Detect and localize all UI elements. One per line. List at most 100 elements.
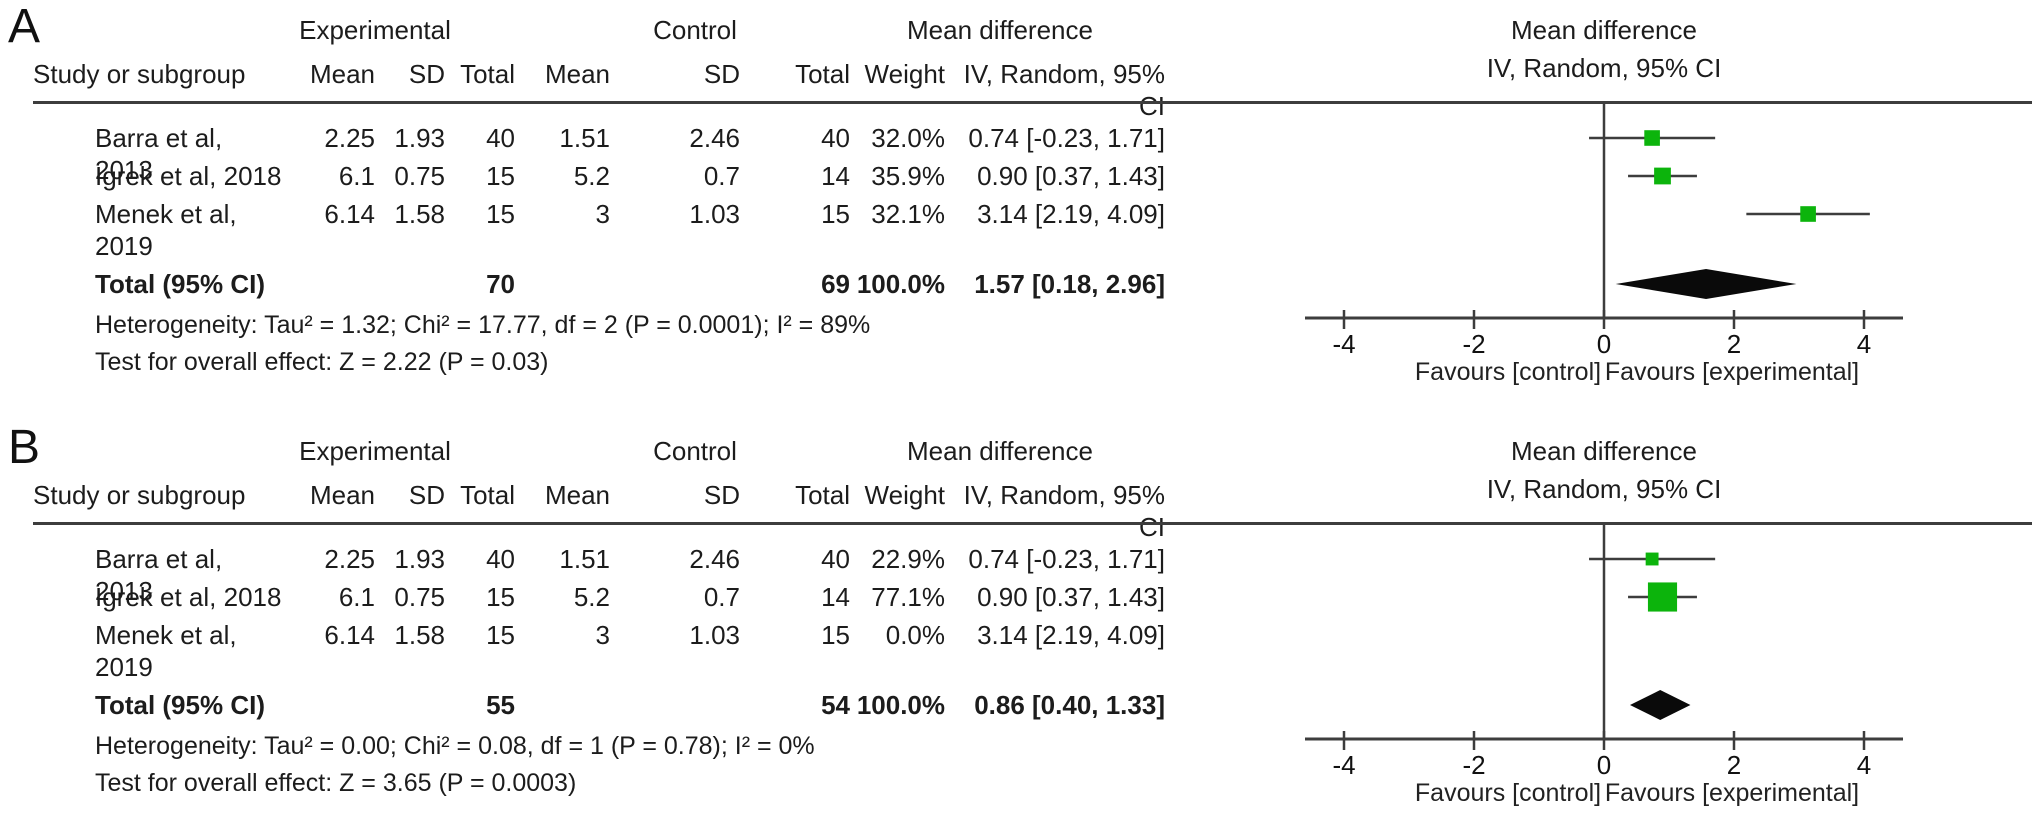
weight: 77.1% bbox=[871, 582, 945, 612]
forest-plot-svg bbox=[1305, 104, 1903, 329]
column-header-row: Mean SD Total Mean SD Total Weight IV, R… bbox=[95, 58, 1165, 121]
exp-sd-header: SD bbox=[408, 59, 445, 89]
column-header-row: Mean SD Total Mean SD Total Weight IV, R… bbox=[95, 479, 1165, 542]
ctrl-total: 15 bbox=[821, 620, 850, 650]
ctrl-mean-header: Mean bbox=[544, 59, 610, 89]
exp-total-header: Total bbox=[460, 480, 515, 510]
study-name: Barra et al, 2013 bbox=[95, 544, 223, 606]
total-diamond bbox=[1615, 269, 1797, 299]
md-ci: 3.14 [2.19, 4.09] bbox=[977, 199, 1165, 229]
control-group-header: Control bbox=[653, 15, 737, 45]
ctrl-total: 40 bbox=[821, 544, 850, 574]
favours-experimental-label: Favours [experimental] bbox=[1604, 358, 1860, 386]
axis-tick-label: -2 bbox=[1462, 750, 1486, 780]
spacer bbox=[95, 479, 285, 511]
exp-sd: 1.93 bbox=[394, 544, 445, 574]
exp-total: 40 bbox=[486, 544, 515, 574]
panel-label: A bbox=[8, 0, 41, 53]
panel-b: B Experimental Control Mean difference S… bbox=[0, 421, 2032, 831]
exp-mean: 6.14 bbox=[324, 199, 375, 229]
md-method-header: IV, Random, 95% CI bbox=[963, 59, 1165, 121]
ctrl-sd-header: SD bbox=[703, 480, 740, 510]
md-ci: 3.14 [2.19, 4.09] bbox=[977, 620, 1165, 650]
exp-total: 15 bbox=[486, 161, 515, 191]
ctrl-sd: 0.7 bbox=[703, 161, 740, 191]
total-ctrl-n: 69 bbox=[821, 269, 850, 299]
exp-mean-header: Mean bbox=[309, 59, 375, 89]
exp-mean: 6.1 bbox=[338, 582, 375, 612]
control-group-header: Control bbox=[653, 436, 737, 466]
total-label: Total (95% CI) bbox=[95, 269, 265, 299]
weight: 32.0% bbox=[871, 123, 945, 153]
weight-header: Weight bbox=[864, 480, 945, 510]
spacer bbox=[375, 268, 445, 300]
weight: 0.0% bbox=[885, 620, 945, 650]
ctrl-total-header: Total bbox=[795, 480, 850, 510]
exp-mean: 2.25 bbox=[324, 544, 375, 574]
spacer bbox=[285, 268, 375, 300]
table-row: Barra et al, 2013 2.25 1.93 40 1.51 2.46… bbox=[95, 122, 1165, 185]
total-weight: 100.0% bbox=[856, 269, 945, 299]
study-name: Igrek et al, 2018 bbox=[95, 582, 282, 612]
total-exp-n: 70 bbox=[486, 269, 515, 299]
study-marker bbox=[1800, 206, 1816, 222]
exp-mean: 2.25 bbox=[324, 123, 375, 153]
axis-tick-label: 4 bbox=[1856, 329, 1872, 359]
md-method-header: IV, Random, 95% CI bbox=[963, 480, 1165, 542]
plot-method: IV, Random, 95% CI bbox=[1486, 53, 1722, 83]
overall-effect-text: Test for overall effect: Z = 2.22 (P = 0… bbox=[95, 348, 549, 376]
ctrl-total: 15 bbox=[821, 199, 850, 229]
exp-total-header: Total bbox=[460, 59, 515, 89]
total-label: Total (95% CI) bbox=[95, 690, 265, 720]
total-exp-n: 55 bbox=[486, 690, 515, 720]
ctrl-total: 40 bbox=[821, 123, 850, 153]
ctrl-mean: 3 bbox=[595, 620, 610, 650]
panel-a: A Experimental Control Mean difference S… bbox=[0, 0, 2032, 412]
forest-plot-svg bbox=[1305, 525, 1903, 750]
total-md-ci: 1.57 [0.18, 2.96] bbox=[974, 269, 1165, 299]
weight-header: Weight bbox=[864, 59, 945, 89]
total-weight: 100.0% bbox=[856, 690, 945, 720]
study-marker bbox=[1647, 582, 1678, 612]
ctrl-mean-header: Mean bbox=[544, 480, 610, 510]
heterogeneity-text: Heterogeneity: Tau² = 1.32; Chi² = 17.77… bbox=[95, 311, 871, 339]
table-row: Menek et al, 2019 6.14 1.58 15 3 1.03 15… bbox=[95, 619, 1165, 682]
study-column-header: Study or subgroup bbox=[33, 59, 246, 89]
axis-tick-label: 0 bbox=[1596, 329, 1612, 359]
favours-control-label: Favours [control] bbox=[1414, 779, 1602, 807]
total-row: Total (95% CI) 55 54 100.0% 0.86 [0.40, … bbox=[95, 689, 1165, 721]
exp-sd: 1.58 bbox=[394, 620, 445, 650]
plot-title: Mean difference bbox=[1511, 436, 1697, 466]
axis-tick-label: -4 bbox=[1332, 750, 1356, 780]
ctrl-sd: 2.46 bbox=[689, 544, 740, 574]
ctrl-mean: 5.2 bbox=[573, 161, 610, 191]
overall-effect-text: Test for overall effect: Z = 3.65 (P = 0… bbox=[95, 769, 577, 797]
experimental-group-header: Experimental bbox=[299, 436, 451, 466]
ctrl-sd: 1.03 bbox=[689, 620, 740, 650]
weight: 35.9% bbox=[871, 161, 945, 191]
experimental-group-header: Experimental bbox=[299, 15, 451, 45]
axis-tick-label: 4 bbox=[1856, 750, 1872, 780]
ctrl-mean: 3 bbox=[595, 199, 610, 229]
exp-mean-header: Mean bbox=[309, 480, 375, 510]
table-row: Menek et al, 2019 6.14 1.58 15 3 1.03 15… bbox=[95, 198, 1165, 261]
axis-tick-label: 2 bbox=[1726, 329, 1742, 359]
favours-experimental-label: Favours [experimental] bbox=[1604, 779, 1860, 807]
panel-label: B bbox=[8, 421, 41, 474]
study-name: Igrek et al, 2018 bbox=[95, 161, 282, 191]
heterogeneity-text: Heterogeneity: Tau² = 0.00; Chi² = 0.08,… bbox=[95, 732, 815, 760]
study-marker bbox=[1644, 130, 1660, 146]
exp-total: 15 bbox=[486, 620, 515, 650]
md-ci: 0.90 [0.37, 1.43] bbox=[977, 161, 1165, 191]
md-ci: 0.74 [-0.23, 1.71] bbox=[968, 544, 1165, 574]
ctrl-sd-header: SD bbox=[703, 59, 740, 89]
axis-tick-label: -4 bbox=[1332, 329, 1356, 359]
exp-total: 40 bbox=[486, 123, 515, 153]
exp-total: 15 bbox=[486, 582, 515, 612]
mean-difference-group-header: Mean difference bbox=[907, 436, 1093, 466]
table-row: Igrek et al, 2018 6.1 0.75 15 5.2 0.7 14… bbox=[95, 160, 1165, 192]
spacer bbox=[610, 268, 740, 300]
forest-plot-area: Mean difference IV, Random, 95% CI Favou… bbox=[1279, 421, 1929, 831]
weight: 32.1% bbox=[871, 199, 945, 229]
exp-sd-header: SD bbox=[408, 480, 445, 510]
